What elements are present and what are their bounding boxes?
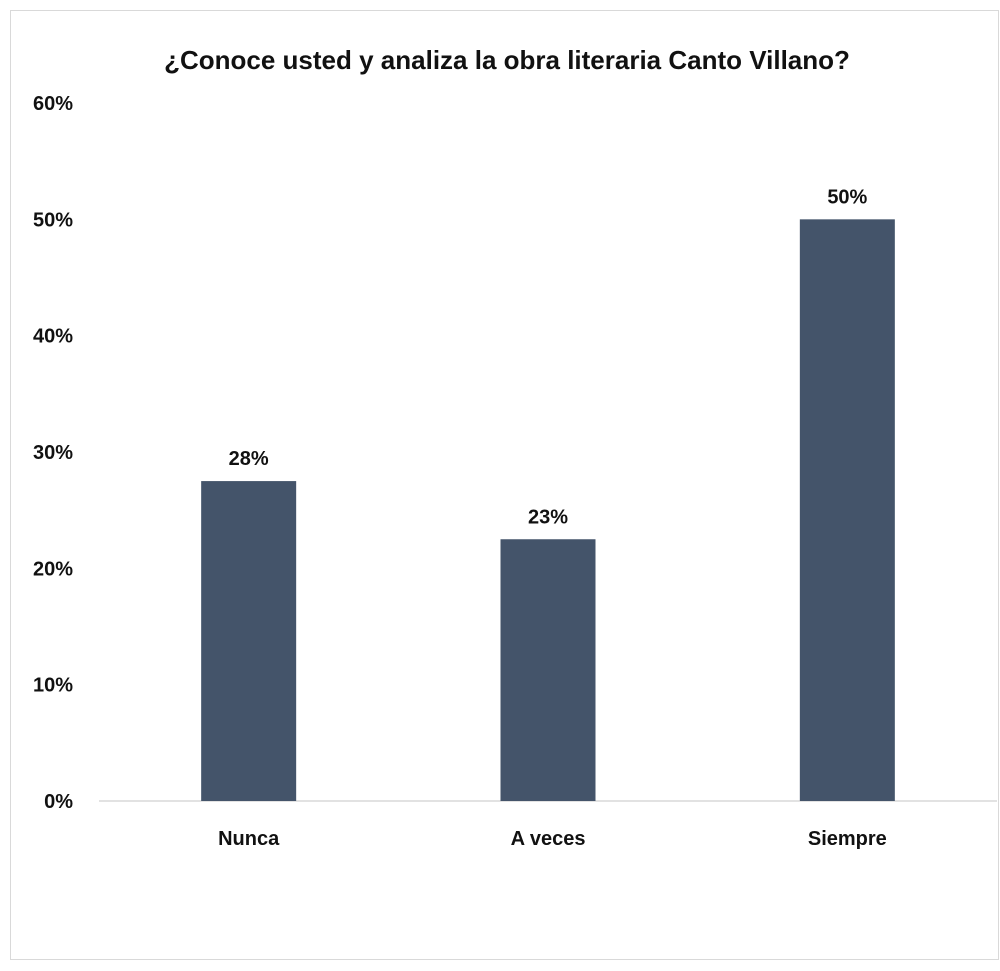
y-tick-label: 10%: [33, 675, 73, 697]
y-tick-label: 40%: [33, 326, 73, 348]
y-tick-label: 20%: [33, 558, 73, 580]
y-tick-label: 60%: [33, 93, 73, 115]
chart-title: ¿Conoce usted y analiza la obra literari…: [164, 45, 850, 75]
y-tick-label: 50%: [33, 209, 73, 231]
bar-series: [201, 219, 895, 802]
y-tick-label: 30%: [33, 442, 73, 464]
bar-chart: ¿Conoce usted y analiza la obra literari…: [33, 45, 997, 850]
bar: [799, 219, 895, 802]
category-label: A veces: [511, 828, 586, 850]
chart-area: ¿Conoce usted y analiza la obra literari…: [10, 10, 999, 960]
data-label: 50%: [827, 186, 867, 208]
data-label: 28%: [229, 448, 269, 470]
category-label: Siempre: [808, 828, 887, 850]
x-axis-category-labels: Nunca A veces Siempre: [218, 828, 887, 850]
y-axis-tick-labels: 0% 10% 20% 30% 40% 50% 60%: [33, 93, 73, 813]
data-labels: 28% 23% 50%: [229, 186, 868, 528]
y-tick-label: 0%: [44, 791, 73, 813]
category-label: Nunca: [218, 828, 280, 850]
bar: [201, 481, 297, 801]
data-label: 23%: [528, 506, 568, 528]
bar: [500, 539, 596, 801]
